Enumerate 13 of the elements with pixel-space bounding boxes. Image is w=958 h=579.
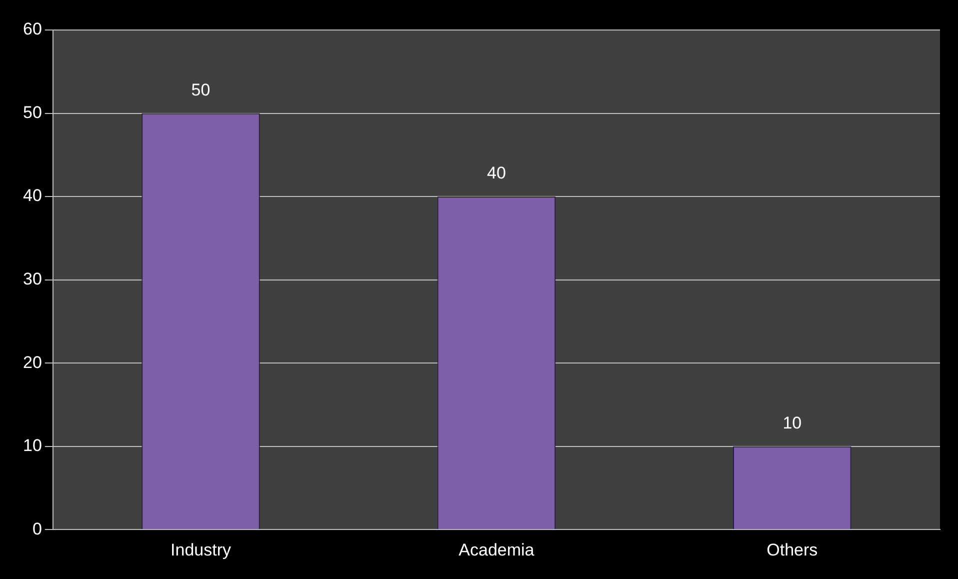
y-tick-label: 30 bbox=[22, 269, 42, 288]
y-tick-label: 20 bbox=[22, 352, 42, 372]
x-tick-label: Academia bbox=[458, 540, 535, 560]
y-tick-label: 50 bbox=[22, 102, 42, 122]
y-tick-label: 40 bbox=[22, 186, 42, 206]
y-tick-label: 10 bbox=[22, 436, 42, 456]
y-tick-label: 0 bbox=[32, 519, 42, 538]
data-label: 40 bbox=[486, 164, 506, 183]
y-tick-label: 60 bbox=[22, 20, 42, 39]
data-label: 10 bbox=[782, 414, 802, 433]
x-tick-label: Industry bbox=[170, 540, 232, 560]
x-tick-label: Others bbox=[766, 540, 818, 560]
data-label: 50 bbox=[191, 80, 210, 100]
